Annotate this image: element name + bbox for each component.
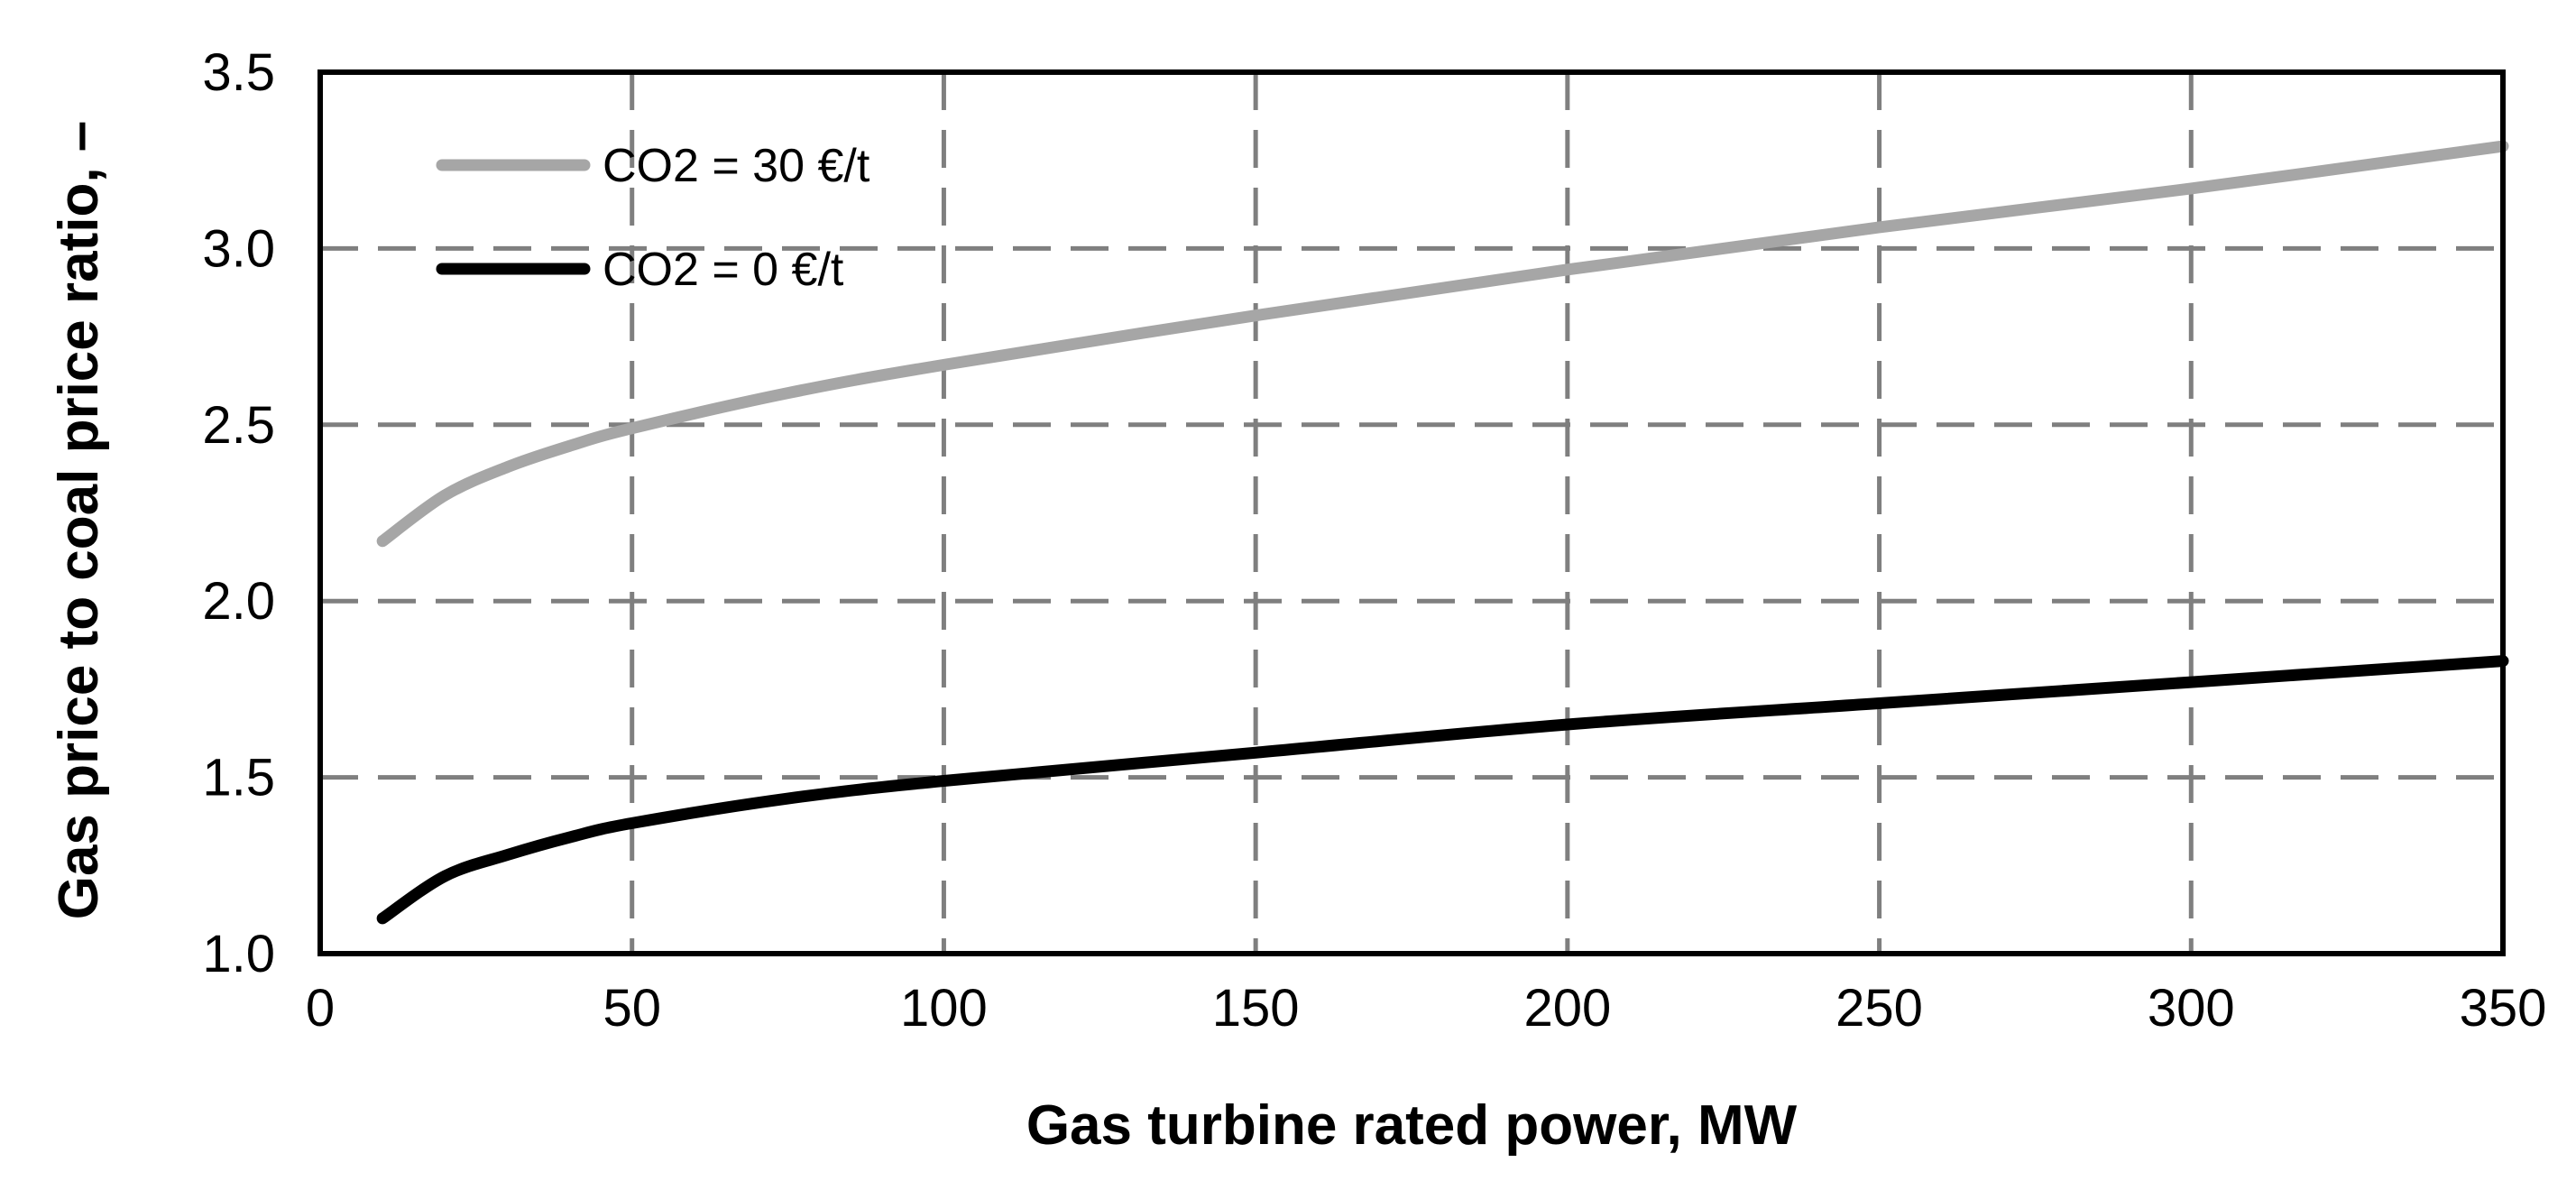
x-tick-label: 0 bbox=[306, 979, 335, 1038]
y-tick-label: 2.5 bbox=[202, 396, 275, 455]
x-tick-label: 300 bbox=[2148, 979, 2235, 1038]
y-tick-label: 3.5 bbox=[202, 43, 275, 102]
legend: CO2 = 30 €/t CO2 = 0 €/t bbox=[436, 140, 870, 296]
x-tick-label: 200 bbox=[1523, 979, 1611, 1038]
y-axis-title: Gas price to coal price ratio, – bbox=[48, 121, 110, 920]
legend-label: CO2 = 30 €/t bbox=[603, 140, 870, 192]
x-tick-label: 100 bbox=[900, 979, 988, 1038]
y-tick-label: 2.0 bbox=[202, 572, 275, 631]
x-tick-label: 350 bbox=[2460, 979, 2547, 1038]
x-axis-tick-labels: 0 50 100 150 200 250 300 350 bbox=[306, 979, 2547, 1038]
y-tick-label: 1.0 bbox=[202, 925, 275, 983]
x-tick-label: 50 bbox=[603, 979, 661, 1038]
y-tick-label: 1.5 bbox=[202, 749, 275, 807]
legend-label: CO2 = 0 €/t bbox=[603, 244, 844, 296]
series-line-co2-30 bbox=[376, 140, 2509, 548]
plot-area-frame bbox=[317, 69, 2506, 956]
x-tick-label: 250 bbox=[1835, 979, 1923, 1038]
x-tick-label: 150 bbox=[1212, 979, 1300, 1038]
grid-lines bbox=[320, 72, 2503, 954]
series-line-co2-0 bbox=[376, 655, 2509, 925]
y-tick-label: 3.0 bbox=[202, 219, 275, 278]
y-axis-tick-labels: 1.0 1.5 2.0 2.5 3.0 3.5 bbox=[202, 43, 275, 983]
x-axis-title: Gas turbine rated power, MW bbox=[1026, 1094, 1798, 1157]
series-lines bbox=[376, 140, 2509, 925]
